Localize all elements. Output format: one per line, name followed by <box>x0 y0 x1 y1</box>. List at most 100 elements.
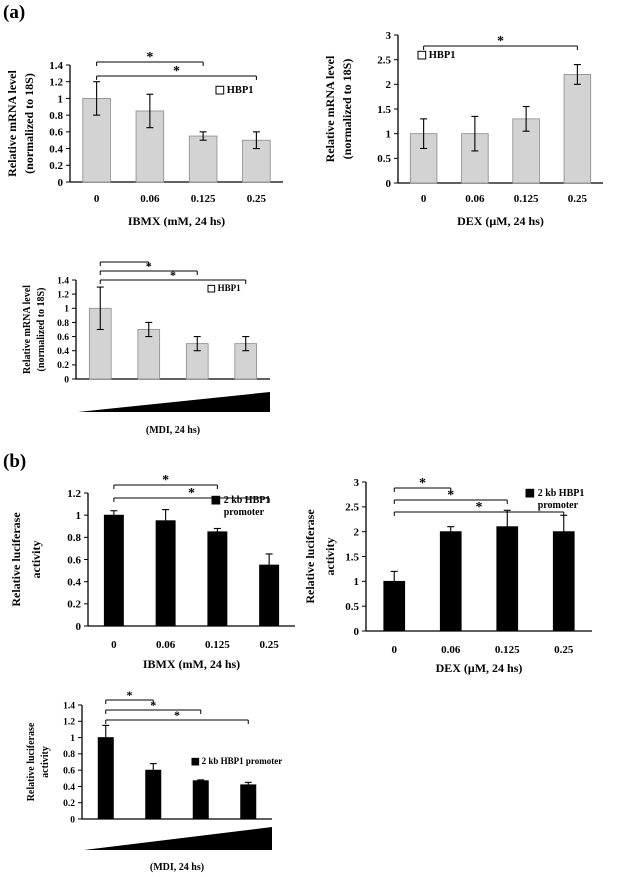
y-axis-title: Relative luciferase <box>9 512 23 607</box>
y-tick-label: 0.2 <box>67 599 81 611</box>
legend-label: HBP1 <box>218 283 242 293</box>
legend-swatch <box>211 495 221 505</box>
y-tick-label: 0.8 <box>63 750 75 760</box>
y-axis-title: Relative luciferase <box>303 509 317 604</box>
x-tick-label: 0.125 <box>205 639 230 651</box>
x-axis-title: DEX (μM, 24 hs) <box>436 661 523 675</box>
y-tick-label: 3 <box>354 477 360 489</box>
legend-label-line: promoter <box>538 500 579 511</box>
x-tick-label: 0.125 <box>191 193 216 205</box>
bar <box>207 531 228 627</box>
y-tick-label: 1 <box>76 510 82 522</box>
bar <box>145 769 162 820</box>
significance-star: * <box>173 64 180 79</box>
y-tick-label: 0 <box>76 621 82 633</box>
significance-star: * <box>170 268 176 282</box>
x-tick-label: 0.25 <box>554 644 574 656</box>
chart-mdi-luciferase: 0 0.2 0.4 0.6 0.8 1 1.2 1.4 Relative luciferase a… <box>26 688 283 873</box>
y-tick-label: 3 <box>386 30 392 42</box>
legend-label: HBP1 <box>227 85 254 96</box>
legend-label-line: 2 kb HBP1 <box>224 495 271 506</box>
y-tick-label: 0.6 <box>63 766 75 776</box>
x-tick-label: 0.06 <box>441 644 461 656</box>
significance-star: * <box>188 486 195 501</box>
y-axis-title: (normalized to 18S) <box>340 59 354 160</box>
y-tick-label: 0 <box>386 178 392 190</box>
significance-star: * <box>447 488 454 503</box>
x-axis-title: (MDI, 24 hs) <box>146 425 200 436</box>
y-tick-label: 0.8 <box>49 110 63 122</box>
x-tick-label: 0.125 <box>514 193 539 205</box>
dose-wedge <box>78 392 270 412</box>
y-tick-label: 1.2 <box>49 77 63 89</box>
y-tick-label: 1.4 <box>57 276 69 286</box>
significance-star: * <box>497 34 504 49</box>
y-tick-label: 1 <box>70 734 75 744</box>
chart-dex-luciferase: 0 0.5 1 1.5 2 2.5 3 Relative luciferase activity… <box>303 476 592 675</box>
significance-star: * <box>174 708 180 722</box>
y-tick-label: 0.5 <box>377 153 391 165</box>
y-tick-label: 0.6 <box>67 554 81 566</box>
y-tick-label: 1 <box>58 93 64 105</box>
y-tick-label: 0.2 <box>49 160 63 172</box>
significance-star: * <box>146 50 153 65</box>
bar <box>103 514 124 627</box>
y-axis-title: activity <box>29 541 43 579</box>
x-axis-title: DEX (μM, 24 hs) <box>457 214 544 228</box>
panel-label-a: (a) <box>3 2 26 23</box>
y-tick-label: 0.2 <box>63 799 75 809</box>
x-tick-label: 0 <box>421 193 427 205</box>
y-tick-label: 0.8 <box>67 532 81 544</box>
significance-star: * <box>162 473 169 488</box>
significance-star: * <box>146 259 152 273</box>
y-tick-label: 1.5 <box>377 104 391 116</box>
y-axis-title: (normalized to 18S) <box>36 288 47 372</box>
y-tick-label: 0.6 <box>57 333 69 343</box>
y-axis-title: Relative luciferase <box>26 722 37 801</box>
legend-swatch <box>215 85 225 95</box>
legend-label: 2 kb HBP1 promoter <box>202 756 283 766</box>
x-tick-label: 0.125 <box>495 644 520 656</box>
y-tick-label: 2 <box>354 527 360 539</box>
y-tick-label: 0 <box>64 375 69 385</box>
y-axis-title: activity <box>40 746 51 778</box>
x-axis-title: IBMX (mM, 24 hs) <box>128 214 225 228</box>
legend-label: 2 kb HBP1 promoter <box>538 488 585 511</box>
legend-label: 2 kb HBP1 promoter <box>224 495 271 518</box>
x-axis-title: (MDI, 24 hs) <box>150 862 204 873</box>
legend-swatch <box>417 50 427 60</box>
y-tick-label: 0.4 <box>63 783 75 793</box>
y-tick-label: 1.5 <box>345 551 359 563</box>
y-tick-label: 0 <box>70 815 75 825</box>
y-tick-label: 0.4 <box>57 347 69 357</box>
y-tick-label: 1.2 <box>63 718 75 728</box>
x-tick-label: 0 <box>392 644 398 656</box>
significance-star: * <box>122 258 128 264</box>
y-tick-label: 0.8 <box>57 319 69 329</box>
y-axis-title: activity <box>323 538 337 576</box>
legend-label-line: 2 kb HBP1 <box>538 488 585 499</box>
chart-ibmx-luciferase: 0 0.2 0.4 0.6 0.8 1 1.2 Relative luciferase acti… <box>9 473 295 671</box>
bar <box>563 74 592 184</box>
y-tick-label: 0 <box>354 626 360 638</box>
x-axis-title: IBMX (mM, 24 hs) <box>143 657 240 671</box>
significance-star: * <box>150 698 156 712</box>
x-tick-label: 0.06 <box>140 193 160 205</box>
y-tick-label: 0.4 <box>49 143 63 155</box>
y-tick-label: 1 <box>64 305 69 315</box>
y-tick-label: 2.5 <box>345 502 359 514</box>
y-tick-label: 1.4 <box>63 701 75 711</box>
x-tick-label: 0.06 <box>156 639 176 651</box>
significance-star: * <box>127 688 133 702</box>
significance-star: * <box>476 500 483 515</box>
y-tick-label: 1.4 <box>49 60 63 72</box>
legend-label: HBP1 <box>429 50 456 61</box>
legend-swatch <box>207 284 216 293</box>
bar <box>188 135 218 183</box>
x-tick-label: 0.25 <box>260 639 280 651</box>
x-tick-label: 0 <box>111 639 117 651</box>
y-tick-label: 1 <box>354 576 360 588</box>
y-tick-label: 1 <box>386 129 392 141</box>
